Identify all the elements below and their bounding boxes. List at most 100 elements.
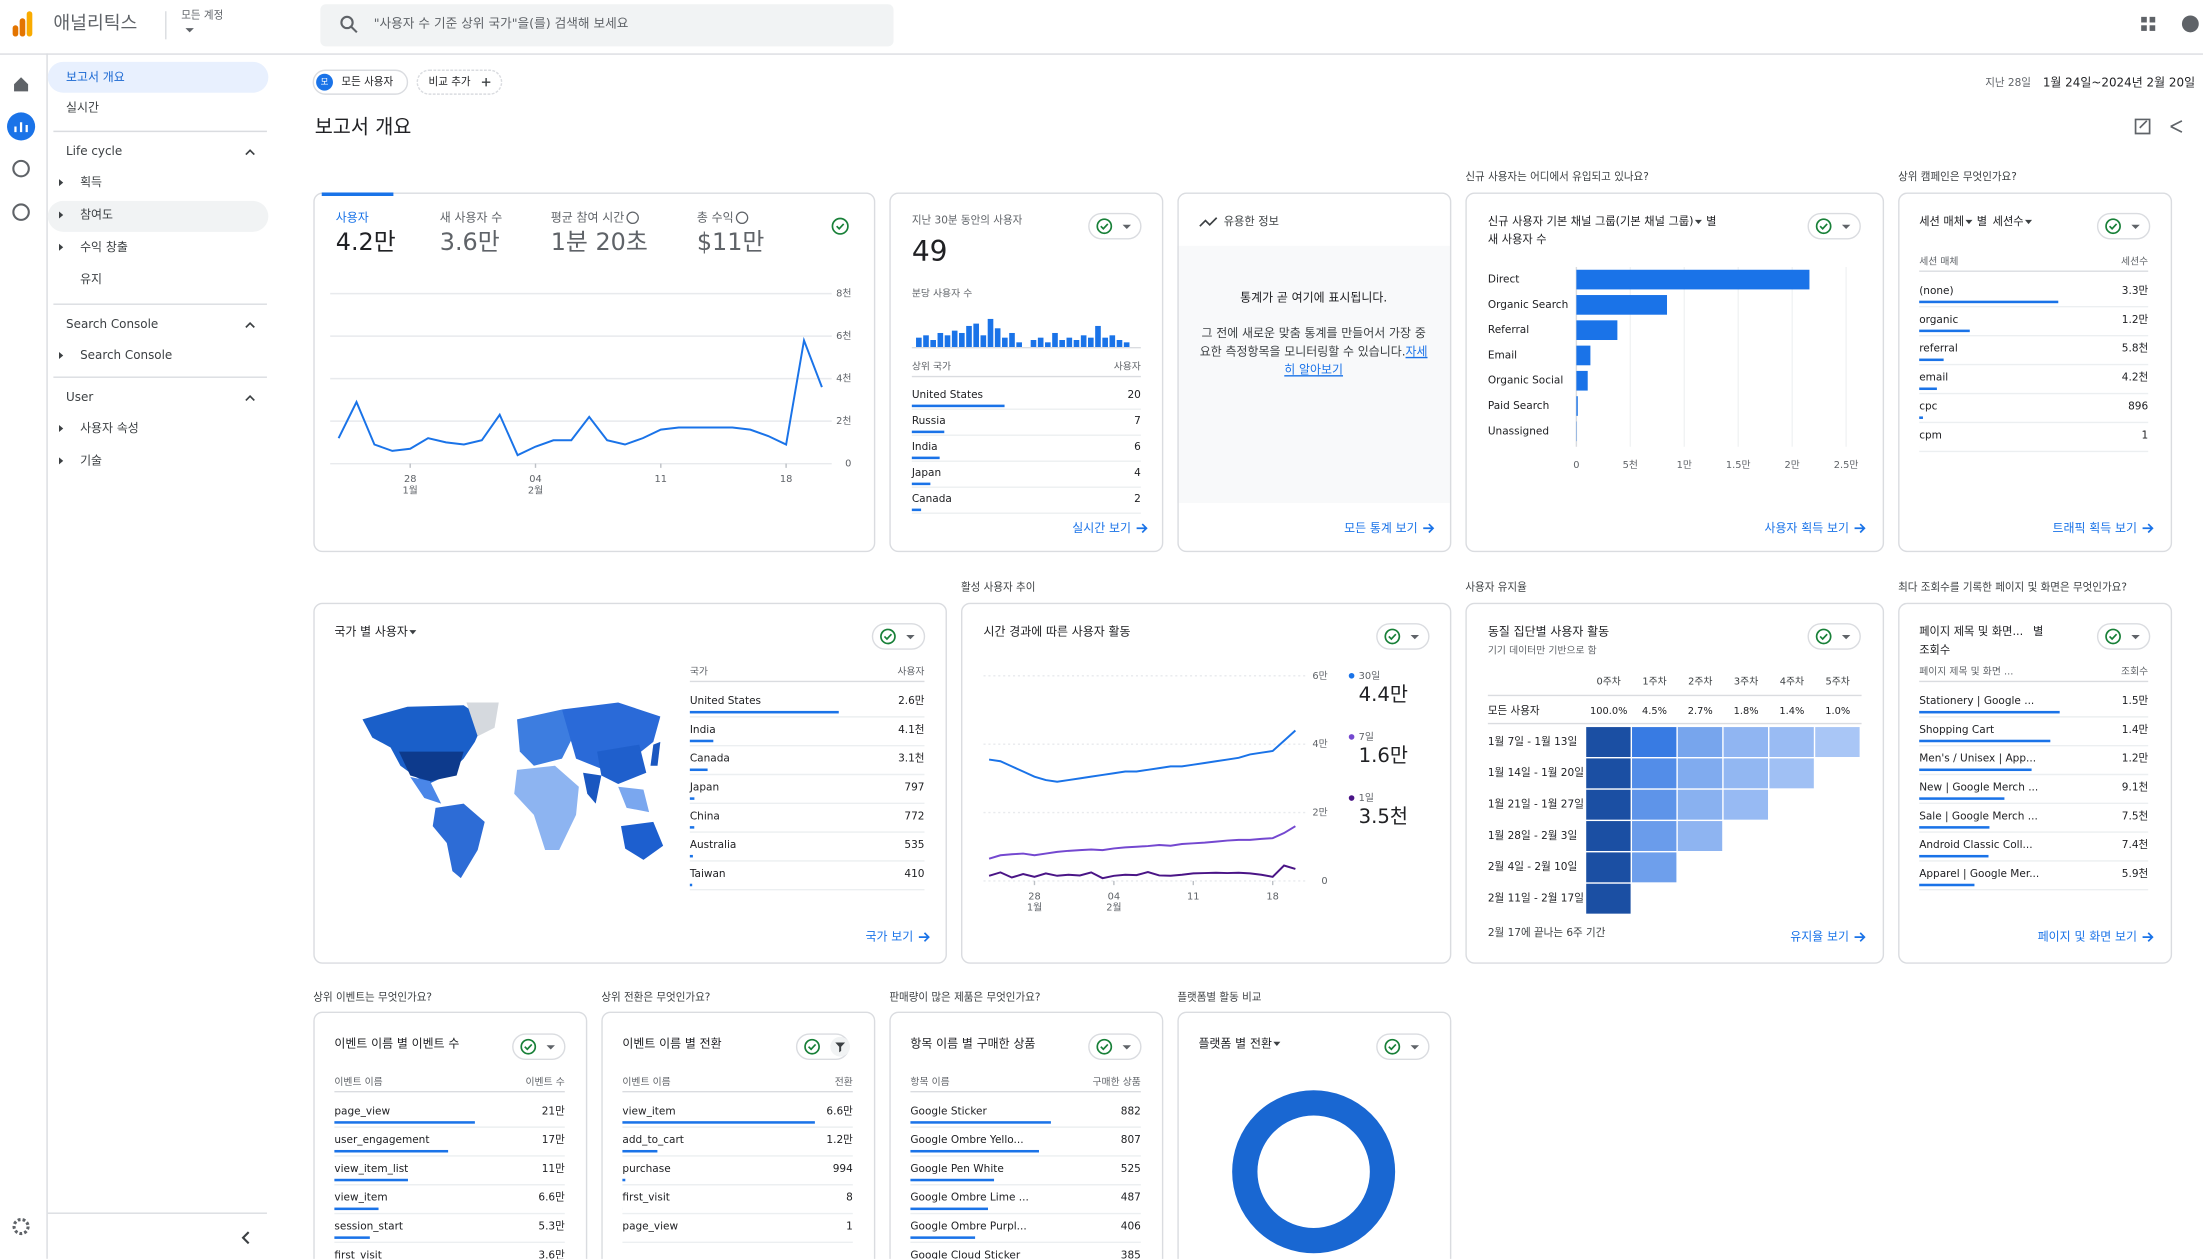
cohort-cell — [1677, 758, 1723, 789]
status-check — [880, 628, 896, 645]
card-link[interactable]: 모든 통계 보기 — [1344, 521, 1418, 535]
x-tick-label: 1만 — [1677, 459, 1692, 471]
apps-icon[interactable] — [2141, 16, 2156, 31]
dropdown-caret — [1841, 635, 1851, 640]
nav-item[interactable]: 유지 — [80, 272, 102, 286]
learn-more-link[interactable]: 자세히 알아보기 — [1284, 345, 1428, 378]
home-icon[interactable] — [14, 77, 29, 92]
card-title[interactable]: 세션 매체 — [1919, 215, 1964, 228]
card-title-metric[interactable]: 새 사용자 수 — [1488, 233, 1547, 246]
collapse-icon[interactable] — [241, 1231, 250, 1245]
card-link[interactable]: 실시간 보기 — [1072, 521, 1131, 535]
card-title[interactable]: 이벤트 이름 별 전환 — [622, 1036, 721, 1050]
row-value: 525 — [1121, 1163, 1141, 1175]
column-header: 전환 — [835, 1076, 853, 1088]
nav-item[interactable]: 기술 — [80, 453, 102, 467]
explore-icon[interactable] — [12, 159, 30, 178]
metric-label[interactable]: 새 사용자 수 — [440, 210, 503, 224]
nav-section[interactable]: Life cycle — [66, 144, 122, 158]
compare-chip[interactable] — [416, 69, 503, 95]
row-label: Apparel | Google Mer... — [1919, 868, 2039, 880]
nav-item[interactable]: 실시간 — [66, 101, 99, 115]
row-value: 406 — [1121, 1221, 1141, 1233]
check-mark — [1819, 223, 1828, 230]
minute-bar — [973, 323, 979, 348]
footnote: 2월 17에 끝나는 6주 기간 — [1488, 927, 1606, 939]
row-bar — [911, 404, 1005, 408]
cohort-label: 2월 4일 - 2월 10일 — [1488, 860, 1577, 873]
dropdown-caret[interactable] — [2025, 219, 2033, 225]
dropdown-caret[interactable] — [409, 630, 417, 635]
x-tick-label: 2.5만 — [1834, 459, 1859, 471]
expand-arrow — [59, 243, 64, 251]
row-label: India — [690, 724, 716, 736]
card-title[interactable]: 항목 이름 별 구매한 상품 — [910, 1036, 1035, 1050]
row-bar — [1919, 883, 1975, 887]
card-link[interactable]: 사용자 획득 보기 — [1764, 521, 1848, 535]
column-header: 국가 — [690, 666, 708, 678]
column-header: 이벤트 이름 — [334, 1076, 382, 1088]
dropdown-caret[interactable] — [1965, 219, 1973, 225]
nav-section[interactable]: Search Console — [66, 317, 158, 331]
advertising-icon[interactable] — [12, 203, 30, 221]
row-label: first_visit — [334, 1249, 381, 1259]
search-box[interactable] — [320, 4, 894, 47]
account-name[interactable]: 모든 계정 — [181, 9, 223, 21]
bar — [1576, 396, 1578, 416]
row-value: 7.5천 — [2122, 810, 2148, 822]
minute-bar — [1009, 332, 1015, 348]
nav-item[interactable]: 획득 — [80, 175, 102, 189]
check-mark — [524, 1043, 533, 1051]
card-title: 유용한 정보 — [1224, 215, 1279, 228]
row-label: view_item_list — [334, 1163, 408, 1175]
card-link[interactable]: 트래픽 획득 보기 — [2052, 521, 2136, 535]
minute-bar — [937, 332, 944, 348]
card-title[interactable]: 플랫폼 별 전환 — [1198, 1036, 1272, 1050]
card-title[interactable]: 이벤트 이름 별 이벤트 수 — [334, 1036, 459, 1050]
search-placeholder[interactable]: "사용자 수 기준 상위 국가"을(를) 검색해 보세요 — [374, 15, 629, 30]
card-title[interactable]: 신규 사용자 기본 채널 그룹(기본 채널 그룹) — [1488, 215, 1694, 228]
check-mark — [807, 1043, 817, 1051]
row-value: 4.2천 — [2122, 372, 2148, 384]
help-icon[interactable] — [2181, 15, 2199, 33]
segment-chip[interactable] — [312, 69, 409, 95]
nav-section[interactable]: User — [66, 390, 93, 404]
legend-label: 30일 — [1359, 670, 1381, 682]
card-link[interactable]: 유지율 보기 — [1790, 930, 1849, 944]
row-value: 1.0% — [1825, 706, 1850, 717]
row-label: view_item — [622, 1105, 675, 1117]
metric-label[interactable]: 사용자 — [336, 210, 369, 224]
nav-item[interactable]: 보고서 개요 — [66, 70, 125, 84]
metric-label[interactable]: 평균 참여 시간 — [551, 210, 625, 224]
nav-item[interactable]: 참여도 — [80, 207, 113, 221]
dropdown-caret[interactable] — [1694, 219, 1702, 225]
row-label: Men's / Unisex | App... — [1919, 753, 2036, 765]
share-icon[interactable] — [2170, 120, 2183, 133]
row-value: 4.5% — [1642, 706, 1667, 717]
nav-item[interactable]: Search Console — [80, 348, 172, 362]
nav-item[interactable]: 사용자 속성 — [80, 421, 139, 435]
nav-item[interactable]: 수익 창출 — [80, 240, 128, 254]
column-header: 세션 매체 — [1919, 255, 1958, 267]
minute-bar — [930, 340, 936, 348]
row-bar — [1919, 358, 1944, 362]
metric-label[interactable]: 총 수익 — [697, 210, 734, 224]
row-label: Japan — [689, 781, 719, 793]
minute-bar — [1088, 337, 1094, 348]
x-tick-label: 11 — [1187, 891, 1200, 902]
card — [960, 602, 1452, 964]
dropdown-caret[interactable] — [1273, 1041, 1281, 1047]
card-link[interactable]: 페이지 및 화면 보기 — [2038, 930, 2137, 944]
card-link[interactable]: 국가 보기 — [865, 930, 913, 944]
row-label: China — [690, 810, 720, 822]
settings-icon[interactable] — [12, 1217, 30, 1236]
card-title[interactable]: 페이지 제목 및 화면... — [1919, 625, 2023, 638]
link-arrow — [918, 932, 930, 942]
customize-icon[interactable] — [2134, 118, 2151, 135]
card-title-metric[interactable]: 조회수 — [1919, 644, 1950, 657]
date-range[interactable]: 1월 24일~2024년 2월 20일 — [2043, 75, 2195, 89]
page-title: 보고서 개요 — [315, 115, 412, 138]
card-title[interactable]: 국가 별 사용자 — [334, 625, 408, 639]
card-title-metric[interactable]: 세션수 — [1993, 215, 2024, 228]
